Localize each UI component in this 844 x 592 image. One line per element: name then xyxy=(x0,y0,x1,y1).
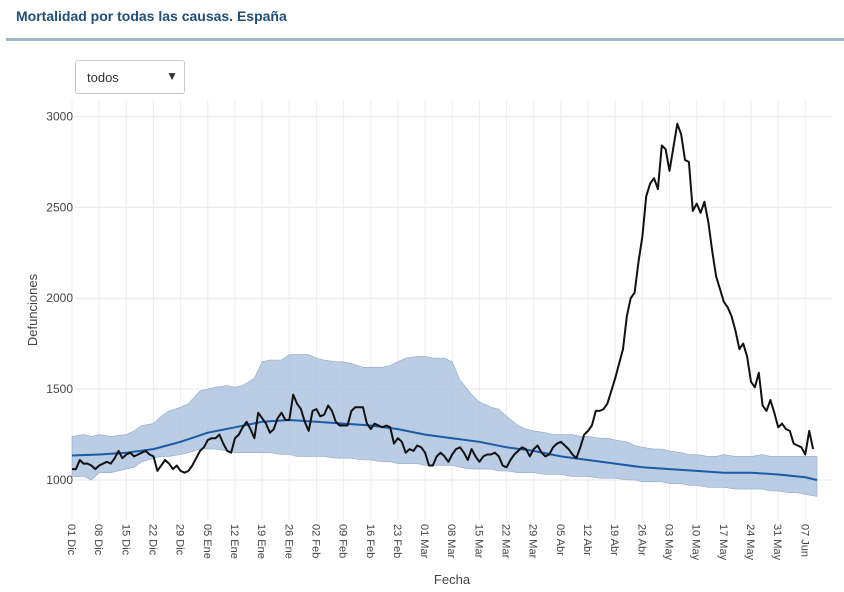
x-tick-label: 26 Abr xyxy=(635,524,647,556)
x-tick-label: 03 May xyxy=(663,524,675,561)
expected-range-band xyxy=(71,354,818,497)
x-tick-label: 10 May xyxy=(690,524,702,561)
x-tick-label: 15 Dic xyxy=(119,524,131,556)
x-tick-label: 09 Feb xyxy=(337,524,349,558)
x-tick-label: 29 Mar xyxy=(527,524,539,559)
x-axis-ticks: 01 Dic 08 Dic 15 Dic 22 Dic 29 Dic 05 Ene 12 E… xyxy=(65,524,810,561)
region-select-value: todos xyxy=(87,70,119,85)
x-tick-label: 01 Mar xyxy=(418,524,430,559)
x-tick-label: 22 Mar xyxy=(500,524,512,559)
x-tick-label: 15 Mar xyxy=(472,524,484,559)
y-axis-ticks: 1000 1500 2000 2500 3000 xyxy=(46,109,73,487)
expected-series-line xyxy=(71,418,818,481)
x-tick-label: 02 Feb xyxy=(309,524,321,558)
page-title: Mortalidad por todas las causas. España xyxy=(16,8,287,24)
x-tick-label: 31 May xyxy=(771,524,783,561)
x-tick-label: 12 Ene xyxy=(228,524,240,559)
y-tick-label: 1000 xyxy=(46,473,73,487)
caret-down-icon: ▼ xyxy=(166,69,178,83)
x-tick-label: 19 Abr xyxy=(608,524,620,556)
x-tick-label: 12 Abr xyxy=(581,524,593,556)
x-tick-label: 01 Dic xyxy=(65,524,77,556)
y-tick-label: 2500 xyxy=(46,200,73,214)
x-tick-label: 26 Ene xyxy=(282,524,294,559)
y-tick-label: 2000 xyxy=(46,291,73,305)
x-tick-label: 22 Dic xyxy=(146,524,158,556)
y-tick-label: 1500 xyxy=(46,382,73,396)
x-tick-label: 08 Dic xyxy=(92,524,104,556)
x-tick-label: 05 Ene xyxy=(201,524,213,559)
chart-grid xyxy=(71,100,832,520)
observed-series-line xyxy=(72,122,815,474)
x-tick-label: 05 Abr xyxy=(554,524,566,556)
x-tick-label: 08 Mar xyxy=(445,524,457,559)
x-tick-label: 17 May xyxy=(717,524,729,561)
x-tick-label: 07 Jun xyxy=(798,524,810,557)
x-tick-label: 24 May xyxy=(744,524,756,561)
x-axis-title: Fecha xyxy=(434,572,471,587)
title-divider xyxy=(6,38,844,41)
region-select[interactable]: todos ▼ xyxy=(75,60,185,94)
x-tick-label: 19 Ene xyxy=(255,524,267,559)
x-tick-label: 29 Dic xyxy=(174,524,186,556)
x-tick-label: 23 Feb xyxy=(391,524,403,558)
x-tick-label: 16 Feb xyxy=(364,524,376,558)
y-axis-title: Defunciones xyxy=(25,273,40,346)
y-tick-label: 3000 xyxy=(46,109,73,123)
